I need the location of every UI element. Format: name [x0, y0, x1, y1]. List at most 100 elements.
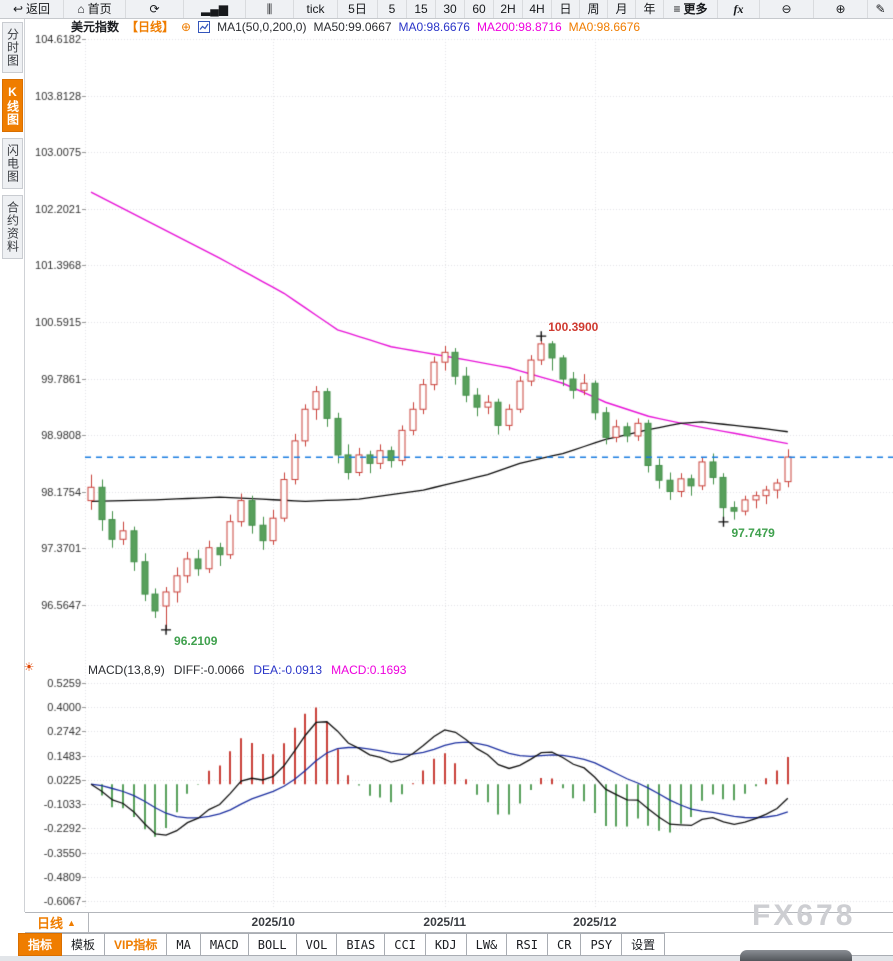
formula-button-label: fx [733, 2, 744, 16]
macd-title: MACD(13,8,9) [88, 663, 165, 677]
period-5d-button[interactable]: 5日 [338, 0, 378, 18]
tab-indicator[interactable]: 指标 [18, 933, 63, 956]
tab-ma[interactable]: MA [167, 933, 201, 956]
period-tick-button[interactable]: tick [294, 0, 338, 18]
period-5d-button-label: 5日 [348, 2, 367, 16]
tab-rsi[interactable]: RSI [507, 933, 548, 956]
home-button-label: 首页 [87, 2, 112, 16]
period-60-button[interactable]: 60 [465, 0, 494, 18]
tab-kline-chart[interactable]: K线图 [1, 79, 23, 132]
period-5-button[interactable]: 5 [378, 0, 407, 18]
tab-cr[interactable]: CR [547, 933, 582, 956]
indicator-settings-icon[interactable]: ☀ [23, 660, 35, 674]
price-annotation-low1: 96.2109 [174, 633, 218, 648]
macd-diff-value: DIFF:-0.0066 [173, 663, 245, 677]
draw-icon: ✎ [875, 2, 886, 16]
tab-vip-indicator[interactable]: VIP指标 [105, 933, 168, 956]
period-15-button[interactable]: 15 [407, 0, 436, 18]
tab-bias[interactable]: BIAS [337, 933, 386, 956]
tab-template[interactable]: 模板 [62, 933, 106, 956]
tab-boll[interactable]: BOLL [248, 933, 297, 956]
period-day-button-label: 日 [559, 2, 572, 16]
date-label: 2025/12 [573, 915, 617, 929]
tab-vol[interactable]: VOL [296, 933, 338, 956]
period-week-button-label: 周 [587, 2, 600, 16]
period-week-button[interactable]: 周 [580, 0, 608, 18]
period-selector-label: 日线 [37, 916, 64, 931]
back-icon: ↩ [12, 2, 24, 16]
tab-contract-info[interactable]: 合约资料 [1, 195, 23, 259]
period-2h-button-label: 2H [500, 2, 516, 16]
refresh-button[interactable]: ⟳ [126, 0, 184, 18]
tab-lwr[interactable]: LW& [466, 933, 508, 956]
period-15-button-label: 15 [414, 2, 428, 16]
ma-settings-label: MA1(50,0,200,0) [217, 19, 307, 34]
period-month-button[interactable]: 月 [608, 0, 636, 18]
more-button-label: 更多 [683, 2, 708, 16]
indicator-panel-button[interactable]: ⫼ [246, 0, 294, 18]
period-selector[interactable]: 日线 ▲ [25, 913, 89, 932]
home-button[interactable]: ⌂ 首页 [64, 0, 126, 18]
period-month-button-label: 月 [615, 2, 628, 16]
period-label: 【日线】 [126, 20, 175, 34]
tab-psy[interactable]: PSY [581, 933, 623, 956]
draw-button[interactable]: ✎ [868, 0, 893, 18]
period-year-button[interactable]: 年 [636, 0, 664, 18]
back-button[interactable]: ↩ 返回 [0, 0, 64, 18]
chart-style-button[interactable]: ▂▄▆ [184, 0, 246, 18]
tab-time-chart[interactable]: 分时图 [1, 22, 23, 73]
add-overlay-icon[interactable]: ⊕ [181, 19, 192, 34]
period-day-button[interactable]: 日 [552, 0, 580, 18]
tab-lightning-chart[interactable]: 闪电图 [1, 138, 23, 189]
period-2h-button[interactable]: 2H [494, 0, 523, 18]
period-4h-button-label: 4H [529, 2, 545, 16]
more-icon: ≡ [673, 2, 681, 16]
zoom-in-button[interactable]: ⊕ [814, 0, 868, 18]
period-30-button[interactable]: 30 [436, 0, 465, 18]
back-button-label: 返回 [26, 2, 51, 16]
zoom-out-button[interactable]: ⊖ [760, 0, 814, 18]
zoom-in-icon: ⊕ [835, 2, 846, 16]
price-chart-canvas[interactable] [25, 19, 893, 913]
period-5-button-label: 5 [388, 2, 396, 16]
date-label: 2025/11 [423, 915, 467, 929]
period-year-button-label: 年 [643, 2, 656, 16]
tab-cci[interactable]: CCI [385, 933, 426, 956]
macd-bar-value: MACD:0.1693 [331, 663, 407, 677]
price-annotation-low2: 97.7479 [731, 525, 775, 540]
indicator-tab-bar: 指标 模板 VIP指标 MA MACD BOLL VOL BIAS CCI KDJ LW& RSI CR… [18, 933, 893, 956]
scroll-handle-tab[interactable] [740, 950, 852, 961]
macd-legend: MACD(13,8,9) DIFF:-0.0066 DEA:-0.0913 MA… [88, 663, 406, 677]
more-button[interactable]: ≡ 更多 [664, 0, 718, 18]
price-annotation-high: 100.3900 [548, 320, 599, 335]
refresh-icon: ⟳ [149, 2, 160, 16]
period-tick-button-label: tick [306, 2, 325, 16]
date-axis-row: 日线 ▲ 2025/10 2025/11 2025/12 [25, 912, 893, 933]
bottom-strip [0, 956, 893, 961]
tab-kdj[interactable]: KDJ [425, 933, 467, 956]
zoom-out-icon: ⊖ [781, 2, 792, 16]
chart-main: 美元指数 【日线】 ⊕ MA1(50,0,200,0) MA50:99.0667… [24, 19, 893, 913]
home-icon: ⌂ [77, 2, 85, 16]
date-label: 2025/10 [251, 915, 295, 929]
period-30-button-label: 30 [443, 2, 457, 16]
tab-macd[interactable]: MACD [200, 933, 249, 956]
macd-dea-value: DEA:-0.0913 [253, 663, 323, 677]
chart-style-icon: ▂▄▆ [201, 2, 228, 16]
left-sidebar: 分时图 K线图闪电图合约资料 [0, 19, 25, 912]
ma0-orange-value: MA0:98.6676 [568, 19, 641, 34]
top-toolbar: ↩ 返回 ⌂ 首页 ⟳ ▂▄▆ ⫼ tick 5日 5 15 30 60 2H 4H 日周月年 ≡ 更多 fx ⊖ ⊕ ✎ [0, 0, 893, 19]
period-4h-button[interactable]: 4H [523, 0, 552, 18]
formula-button[interactable]: fx [718, 0, 760, 18]
ma0-blue-value: MA0:98.6676 [398, 19, 470, 34]
ma50-value: MA50:99.0667 [313, 19, 392, 34]
tab-settings[interactable]: 设置 [622, 933, 666, 956]
triangle-up-icon: ▲ [67, 917, 76, 928]
ma200-value: MA200:98.8716 [476, 19, 562, 34]
chart-legend: 美元指数 【日线】 ⊕ MA1(50,0,200,0) MA50:99.0667… [71, 19, 641, 35]
kline-icon [198, 20, 211, 33]
period-60-button-label: 60 [472, 2, 486, 16]
indicator-panel-icon: ⫼ [266, 2, 273, 16]
symbol-name: 美元指数 [71, 20, 120, 34]
